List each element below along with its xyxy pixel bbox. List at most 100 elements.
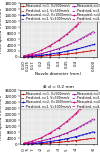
- Measured, n=2, V=1000mm/s: [67, 50, 68, 52]
- Measured, n=3, V=2000mm/s: [49, 50, 50, 52]
- Measured, n=1, V=500mm/s: [75, 140, 77, 141]
- Line: Measured, n=1, V=500mm/s: Measured, n=1, V=500mm/s: [23, 138, 94, 145]
- Measured, n=3, V=2000mm/s: [58, 48, 59, 50]
- Predicted, n=1, V=500mm/s: [67, 53, 68, 55]
- Predicted, n=1, V=500mm/s: [58, 142, 59, 143]
- Predicted, n=2, V=1000mm/s: [93, 44, 94, 46]
- Y-axis label: Feed speed (mm/min): Feed speed (mm/min): [0, 7, 3, 53]
- Predicted, n=1, V=500mm/s: [49, 142, 50, 144]
- Measured, n=4, V=4000mm/s: [23, 55, 24, 57]
- Measured, n=1, V=500mm/s: [67, 53, 68, 55]
- Predicted, n=1, V=500mm/s: [27, 143, 28, 145]
- Measured, n=1, V=500mm/s: [40, 55, 42, 57]
- Measured, n=3, V=2000mm/s: [75, 40, 77, 42]
- Predicted, n=2, V=1000mm/s: [67, 50, 68, 52]
- Measured, n=1, V=500mm/s: [49, 142, 50, 144]
- Predicted, n=2, V=1000mm/s: [93, 131, 94, 133]
- Predicted, n=4, V=4000mm/s: [75, 26, 77, 28]
- Measured, n=2, V=1000mm/s: [58, 139, 59, 141]
- Measured, n=1, V=500mm/s: [58, 54, 59, 56]
- Predicted, n=1, V=500mm/s: [32, 143, 33, 145]
- Predicted, n=3, V=2000mm/s: [23, 143, 24, 145]
- Measured, n=1, V=500mm/s: [67, 141, 68, 142]
- Measured, n=4, V=4000mm/s: [27, 141, 28, 143]
- Line: Measured, n=2, V=1000mm/s: Measured, n=2, V=1000mm/s: [23, 44, 94, 57]
- Predicted, n=4, V=4000mm/s: [27, 142, 28, 143]
- Predicted, n=3, V=2000mm/s: [58, 48, 59, 50]
- Line: Measured, n=1, V=500mm/s: Measured, n=1, V=500mm/s: [23, 50, 94, 57]
- Measured, n=3, V=2000mm/s: [27, 55, 28, 57]
- Predicted, n=4, V=4000mm/s: [23, 142, 24, 144]
- Predicted, n=2, V=1000mm/s: [67, 138, 68, 140]
- Line: Predicted, n=2, V=1000mm/s: Predicted, n=2, V=1000mm/s: [24, 45, 94, 57]
- Measured, n=4, V=4000mm/s: [32, 53, 33, 55]
- Measured, n=2, V=1000mm/s: [27, 55, 28, 57]
- Predicted, n=2, V=1000mm/s: [75, 49, 77, 50]
- Measured, n=3, V=2000mm/s: [75, 128, 77, 130]
- Line: Predicted, n=1, V=500mm/s: Predicted, n=1, V=500mm/s: [24, 138, 94, 144]
- Measured, n=4, V=4000mm/s: [93, 5, 94, 7]
- Predicted, n=4, V=4000mm/s: [40, 50, 42, 52]
- Predicted, n=3, V=2000mm/s: [23, 55, 24, 57]
- Measured, n=3, V=2000mm/s: [23, 143, 24, 145]
- Measured, n=2, V=1000mm/s: [75, 136, 77, 138]
- Predicted, n=4, V=4000mm/s: [23, 55, 24, 57]
- Predicted, n=4, V=4000mm/s: [67, 121, 68, 123]
- Predicted, n=2, V=1000mm/s: [23, 143, 24, 145]
- Measured, n=2, V=1000mm/s: [23, 56, 24, 58]
- Predicted, n=1, V=500mm/s: [58, 54, 59, 56]
- Line: Predicted, n=1, V=500mm/s: Predicted, n=1, V=500mm/s: [24, 51, 94, 57]
- Measured, n=2, V=1000mm/s: [40, 142, 42, 144]
- Measured, n=4, V=4000mm/s: [93, 93, 94, 94]
- Predicted, n=4, V=4000mm/s: [27, 54, 28, 56]
- Line: Measured, n=3, V=2000mm/s: Measured, n=3, V=2000mm/s: [23, 118, 94, 144]
- Predicted, n=2, V=1000mm/s: [58, 52, 59, 54]
- Measured, n=1, V=500mm/s: [58, 141, 59, 143]
- Predicted, n=2, V=1000mm/s: [40, 142, 42, 144]
- Measured, n=2, V=1000mm/s: [23, 143, 24, 145]
- Line: Predicted, n=3, V=2000mm/s: Predicted, n=3, V=2000mm/s: [24, 33, 94, 56]
- Measured, n=3, V=2000mm/s: [27, 142, 28, 144]
- Predicted, n=3, V=2000mm/s: [40, 53, 42, 55]
- Predicted, n=3, V=2000mm/s: [67, 45, 68, 47]
- Predicted, n=1, V=500mm/s: [23, 143, 24, 145]
- Line: Predicted, n=3, V=2000mm/s: Predicted, n=3, V=2000mm/s: [24, 120, 94, 144]
- Predicted, n=1, V=500mm/s: [32, 56, 33, 57]
- Measured, n=3, V=2000mm/s: [40, 140, 42, 142]
- Measured, n=3, V=2000mm/s: [67, 44, 68, 46]
- Predicted, n=3, V=2000mm/s: [75, 41, 77, 43]
- Measured, n=3, V=2000mm/s: [23, 55, 24, 57]
- Measured, n=3, V=2000mm/s: [67, 132, 68, 134]
- Measured, n=1, V=500mm/s: [75, 52, 77, 54]
- Predicted, n=3, V=2000mm/s: [75, 128, 77, 130]
- Predicted, n=3, V=2000mm/s: [40, 140, 42, 142]
- Line: Measured, n=2, V=1000mm/s: Measured, n=2, V=1000mm/s: [23, 131, 94, 145]
- Predicted, n=1, V=500mm/s: [40, 55, 42, 57]
- Predicted, n=3, V=2000mm/s: [58, 135, 59, 137]
- Measured, n=4, V=4000mm/s: [49, 45, 50, 47]
- Predicted, n=2, V=1000mm/s: [27, 143, 28, 145]
- Predicted, n=2, V=1000mm/s: [32, 143, 33, 145]
- Measured, n=1, V=500mm/s: [49, 55, 50, 56]
- Measured, n=3, V=2000mm/s: [58, 135, 59, 137]
- Measured, n=3, V=2000mm/s: [40, 53, 42, 55]
- Measured, n=1, V=500mm/s: [27, 56, 28, 58]
- Measured, n=1, V=500mm/s: [32, 143, 33, 145]
- Measured, n=4, V=4000mm/s: [58, 127, 59, 129]
- Predicted, n=3, V=2000mm/s: [49, 138, 50, 140]
- Measured, n=2, V=1000mm/s: [49, 141, 50, 142]
- Predicted, n=1, V=500mm/s: [40, 143, 42, 145]
- Line: Measured, n=4, V=4000mm/s: Measured, n=4, V=4000mm/s: [23, 93, 94, 144]
- Predicted, n=4, V=4000mm/s: [49, 133, 50, 135]
- Measured, n=1, V=500mm/s: [40, 143, 42, 144]
- Predicted, n=1, V=500mm/s: [49, 55, 50, 57]
- Measured, n=1, V=500mm/s: [23, 56, 24, 58]
- Line: Predicted, n=2, V=1000mm/s: Predicted, n=2, V=1000mm/s: [24, 132, 94, 144]
- Predicted, n=1, V=500mm/s: [67, 141, 68, 143]
- Measured, n=1, V=500mm/s: [93, 50, 94, 51]
- Predicted, n=2, V=1000mm/s: [23, 56, 24, 58]
- Measured, n=3, V=2000mm/s: [93, 31, 94, 32]
- Predicted, n=2, V=1000mm/s: [58, 139, 59, 141]
- Predicted, n=4, V=4000mm/s: [32, 53, 33, 55]
- Line: Predicted, n=4, V=4000mm/s: Predicted, n=4, V=4000mm/s: [24, 96, 94, 143]
